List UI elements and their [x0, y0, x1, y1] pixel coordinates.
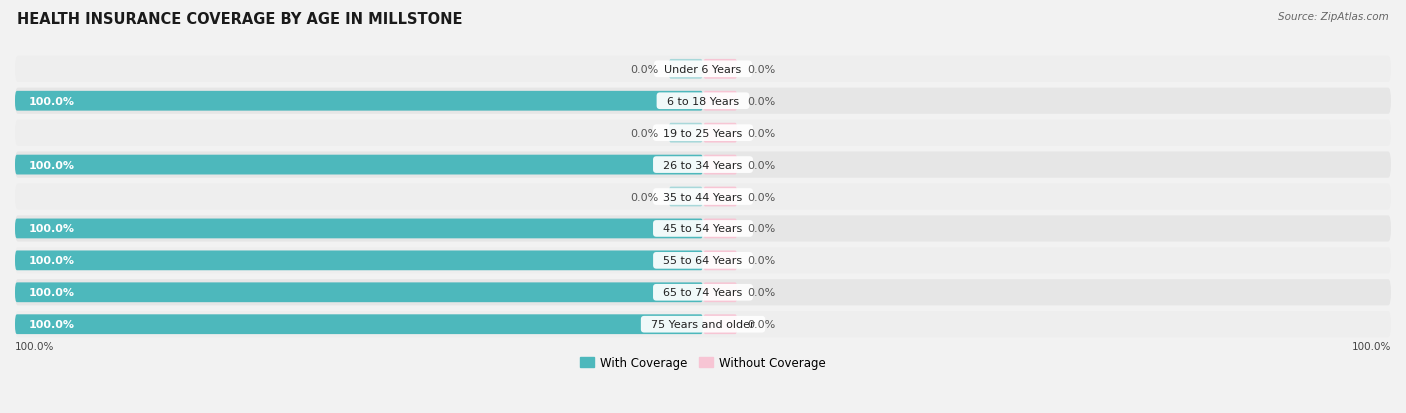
FancyBboxPatch shape [15, 92, 703, 112]
Text: 0.0%: 0.0% [630, 128, 658, 138]
FancyBboxPatch shape [15, 216, 1391, 242]
FancyBboxPatch shape [703, 187, 737, 207]
Text: 26 to 34 Years: 26 to 34 Years [657, 160, 749, 170]
Text: 100.0%: 100.0% [28, 319, 75, 330]
Text: 100.0%: 100.0% [15, 341, 55, 351]
Text: 100.0%: 100.0% [28, 287, 75, 297]
Text: 0.0%: 0.0% [748, 192, 776, 202]
FancyBboxPatch shape [669, 123, 703, 143]
FancyBboxPatch shape [15, 155, 703, 175]
Text: 0.0%: 0.0% [630, 65, 658, 75]
FancyBboxPatch shape [15, 88, 1391, 114]
FancyBboxPatch shape [15, 251, 703, 271]
FancyBboxPatch shape [703, 251, 737, 271]
Text: 0.0%: 0.0% [630, 192, 658, 202]
FancyBboxPatch shape [669, 60, 703, 80]
Text: 0.0%: 0.0% [748, 160, 776, 170]
FancyBboxPatch shape [703, 155, 737, 175]
Text: 100.0%: 100.0% [28, 97, 75, 107]
FancyBboxPatch shape [15, 184, 1391, 210]
FancyBboxPatch shape [15, 315, 703, 334]
FancyBboxPatch shape [703, 123, 737, 143]
Text: 100.0%: 100.0% [28, 160, 75, 170]
FancyBboxPatch shape [15, 283, 703, 302]
Text: 0.0%: 0.0% [748, 97, 776, 107]
Text: 35 to 44 Years: 35 to 44 Years [657, 192, 749, 202]
Text: 100.0%: 100.0% [1351, 341, 1391, 351]
Text: 19 to 25 Years: 19 to 25 Years [657, 128, 749, 138]
Text: HEALTH INSURANCE COVERAGE BY AGE IN MILLSTONE: HEALTH INSURANCE COVERAGE BY AGE IN MILL… [17, 12, 463, 27]
Text: 0.0%: 0.0% [748, 128, 776, 138]
FancyBboxPatch shape [703, 92, 737, 112]
Text: 0.0%: 0.0% [748, 224, 776, 234]
Legend: With Coverage, Without Coverage: With Coverage, Without Coverage [575, 351, 831, 374]
FancyBboxPatch shape [15, 248, 1391, 274]
Text: 55 to 64 Years: 55 to 64 Years [657, 256, 749, 266]
Text: 65 to 74 Years: 65 to 74 Years [657, 287, 749, 297]
FancyBboxPatch shape [703, 283, 737, 302]
Text: Under 6 Years: Under 6 Years [658, 65, 748, 75]
Text: 45 to 54 Years: 45 to 54 Years [657, 224, 749, 234]
FancyBboxPatch shape [15, 280, 1391, 306]
FancyBboxPatch shape [703, 315, 737, 334]
Text: 6 to 18 Years: 6 to 18 Years [659, 97, 747, 107]
FancyBboxPatch shape [15, 120, 1391, 146]
Text: 0.0%: 0.0% [748, 65, 776, 75]
FancyBboxPatch shape [15, 57, 1391, 83]
Text: 0.0%: 0.0% [748, 319, 776, 330]
Text: 75 Years and older: 75 Years and older [644, 319, 762, 330]
FancyBboxPatch shape [15, 152, 1391, 178]
FancyBboxPatch shape [703, 219, 737, 239]
FancyBboxPatch shape [15, 311, 1391, 337]
Text: Source: ZipAtlas.com: Source: ZipAtlas.com [1278, 12, 1389, 22]
Text: 100.0%: 100.0% [28, 224, 75, 234]
FancyBboxPatch shape [15, 219, 703, 239]
FancyBboxPatch shape [669, 187, 703, 207]
Text: 0.0%: 0.0% [748, 287, 776, 297]
FancyBboxPatch shape [703, 60, 737, 80]
Text: 0.0%: 0.0% [748, 256, 776, 266]
Text: 100.0%: 100.0% [28, 256, 75, 266]
